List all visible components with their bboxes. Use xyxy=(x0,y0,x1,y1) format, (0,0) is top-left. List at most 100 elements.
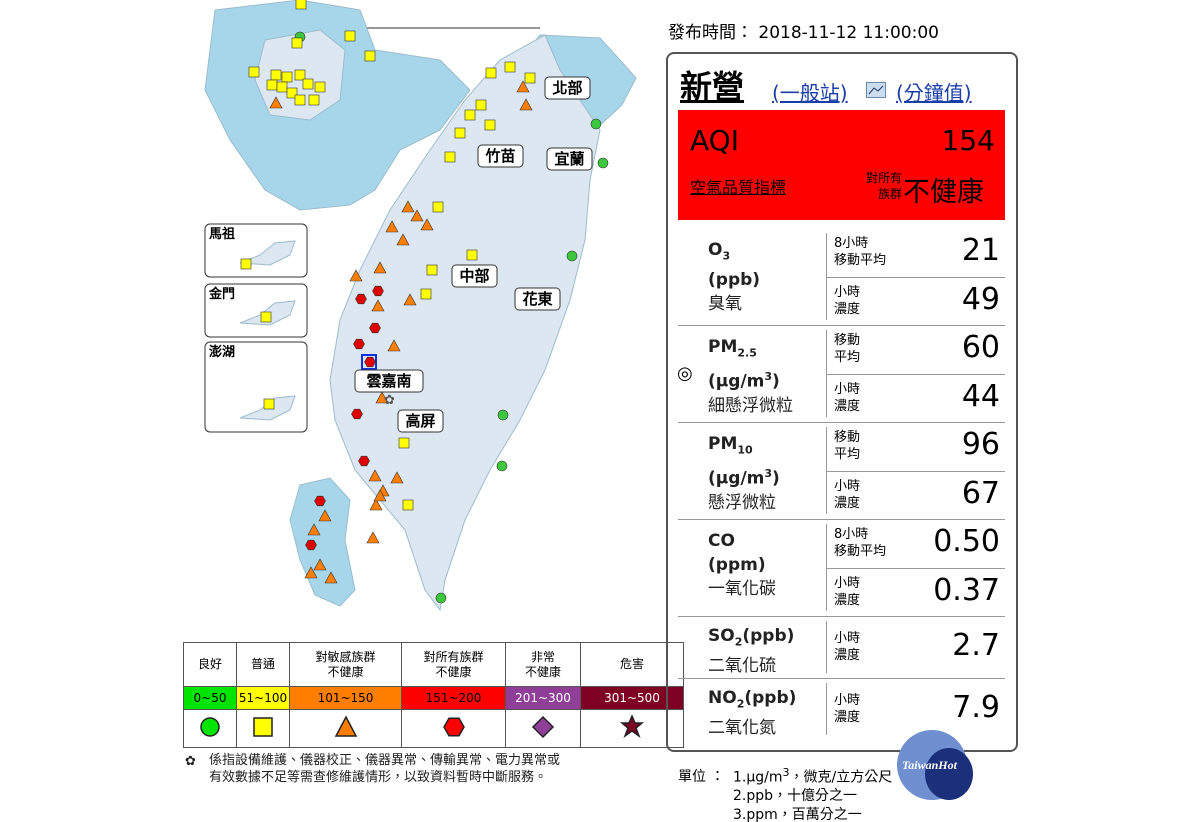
period-line: 濃度 xyxy=(834,648,861,663)
text-part: O xyxy=(708,240,723,260)
marker-moderate xyxy=(504,61,516,73)
value: 49 xyxy=(961,281,1000,317)
row-line xyxy=(678,325,1005,326)
row-line xyxy=(678,616,1005,617)
marker-moderate xyxy=(485,67,497,79)
period: 小時 濃度 xyxy=(834,284,860,318)
region-label: 北部 xyxy=(552,79,582,97)
row-divider xyxy=(826,621,827,673)
marker-sensitive xyxy=(368,469,382,482)
minute-link[interactable]: (分鐘值) xyxy=(896,81,972,105)
period: 小時 濃度 xyxy=(834,692,860,726)
legend-header-line: 非常 xyxy=(530,649,555,664)
marker-good xyxy=(497,409,509,421)
pollutant-code: PM2.5 xyxy=(708,335,793,365)
row-divider xyxy=(826,524,827,611)
legend-icon xyxy=(236,709,290,748)
legend-shape xyxy=(619,714,645,739)
marker-moderate xyxy=(432,201,444,213)
pollutant-unit: (μg/m3) xyxy=(708,462,780,491)
publish-label: 發布時間： xyxy=(668,23,753,43)
station-name: 新營 xyxy=(680,68,745,106)
text-part: 10 xyxy=(737,443,753,457)
pollutant-name: O3 (ppb) 臭氧 xyxy=(708,238,760,316)
region-label: 高屏 xyxy=(405,412,435,430)
marker-good xyxy=(597,157,609,169)
text-part: 3.ppm，百萬分之一 xyxy=(733,807,862,822)
text-part: 3 xyxy=(764,370,773,384)
marker-unhealthy xyxy=(369,322,381,334)
chart-icon[interactable] xyxy=(866,82,886,98)
text-part: 1.μg/m xyxy=(733,769,783,786)
marker-sensitive xyxy=(396,233,410,246)
pollutant-name: PM2.5 (μg/m3) 細懸浮微粒 xyxy=(708,335,793,418)
value: 44 xyxy=(961,378,1000,414)
legend-header-line: 普通 xyxy=(250,657,275,671)
note-line: 係指設備維護、儀器校正、儀器異常、傳輸異常、電力異常或 xyxy=(209,753,561,768)
period-line: 移動 xyxy=(834,430,861,446)
text-part: ，微克/立方公尺 xyxy=(789,769,893,786)
row-line xyxy=(827,470,1005,472)
text-part: 3 xyxy=(764,467,773,481)
marker-sensitive xyxy=(373,489,387,502)
legend-symbol xyxy=(531,715,555,739)
marker-sensitive xyxy=(369,498,383,511)
pollutant-label: 臭氧 xyxy=(708,294,742,315)
aqi-caption[interactable]: 空氣品質指標 xyxy=(690,178,787,197)
period-line: 濃度 xyxy=(834,592,861,608)
marker-sensitive xyxy=(516,80,530,93)
taiwan xyxy=(329,34,601,612)
legend-shape xyxy=(334,715,357,737)
marker-moderate xyxy=(402,499,414,511)
marker-unhealthy xyxy=(355,293,367,305)
marker-moderate xyxy=(314,81,326,93)
legend-symbol xyxy=(253,717,273,737)
marker-sensitive xyxy=(387,339,401,352)
inset-label: 金門 xyxy=(208,286,235,302)
marker-sensitive xyxy=(349,269,363,282)
region-label: 宜蘭 xyxy=(554,150,584,168)
row-line xyxy=(827,373,1005,375)
legend-header: 普通 xyxy=(236,642,290,687)
note: ✿ 係指設備維護、儀器校正、儀器異常、傳輸異常、電力異常或 有效數據不足等需查修… xyxy=(185,753,561,785)
legend-range: 101~150 xyxy=(289,686,402,710)
period-line: 移動 xyxy=(834,333,861,349)
marker-moderate xyxy=(426,264,438,276)
station-type-link[interactable]: (一般站) xyxy=(772,81,848,105)
legend-icon xyxy=(505,709,581,748)
period-line: 8小時 xyxy=(834,236,869,252)
legend-header-line: 對敏感族群 xyxy=(315,649,376,664)
legend-header: 良好 xyxy=(183,642,237,687)
units-line: 2.ppb，十億分之一 xyxy=(733,785,857,805)
region-box xyxy=(546,147,593,171)
period-line: 小時 xyxy=(834,478,861,494)
pollutant-label: 懸浮微粒 xyxy=(708,493,776,514)
pollutant-code: PM10 xyxy=(708,432,780,462)
marker-moderate xyxy=(294,94,306,106)
text-part: (μg/m xyxy=(708,372,765,393)
region-label: 中部 xyxy=(459,267,489,285)
marker-sensitive xyxy=(375,391,389,404)
marker-sensitive xyxy=(313,558,327,571)
legend-header-line: 危害 xyxy=(619,657,644,671)
period-line: 濃度 xyxy=(834,301,861,317)
watermark: TaiwanHot xyxy=(902,758,957,772)
legend-header-line: 不健康 xyxy=(327,664,364,679)
legend-header: 對所有族群 不健康 xyxy=(401,642,506,687)
marker-good xyxy=(566,250,578,262)
legend-range: 201~300 xyxy=(505,686,581,710)
marker-sensitive xyxy=(307,523,321,536)
region-box xyxy=(354,369,424,393)
period-line: 小時 xyxy=(834,575,861,591)
marker-sensitive xyxy=(401,200,415,213)
marker-moderate xyxy=(270,69,282,81)
region-box xyxy=(544,76,591,100)
aqi-status: 不健康 xyxy=(903,177,984,208)
aqi-group: 對所有 族群 xyxy=(848,170,902,202)
pollutant-code: O3 xyxy=(708,238,760,268)
marker-moderate xyxy=(276,81,288,93)
marker-moderate xyxy=(484,119,496,131)
period-line: 平均 xyxy=(834,447,861,463)
publish: 發布時間： 2018-11-12 11:00:00 xyxy=(668,18,939,43)
marker-sensitive xyxy=(403,293,417,306)
